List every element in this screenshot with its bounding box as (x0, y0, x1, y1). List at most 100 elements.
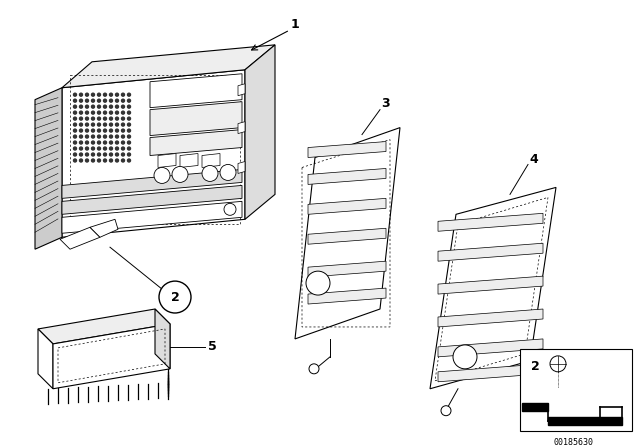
Circle shape (104, 153, 106, 156)
Circle shape (104, 117, 106, 120)
Circle shape (122, 123, 125, 126)
Circle shape (86, 123, 88, 126)
Circle shape (109, 99, 113, 102)
Text: 2: 2 (171, 291, 179, 304)
Circle shape (97, 123, 100, 126)
Circle shape (104, 129, 106, 132)
Circle shape (115, 135, 118, 138)
Polygon shape (35, 88, 62, 249)
Circle shape (74, 99, 77, 102)
Circle shape (115, 123, 118, 126)
Circle shape (122, 135, 125, 138)
Polygon shape (155, 309, 170, 369)
Polygon shape (202, 154, 220, 168)
Circle shape (92, 159, 95, 162)
Polygon shape (62, 70, 245, 237)
Circle shape (92, 141, 95, 144)
Polygon shape (180, 154, 198, 168)
Polygon shape (438, 339, 543, 357)
Circle shape (86, 117, 88, 120)
Circle shape (86, 141, 88, 144)
Circle shape (97, 159, 100, 162)
Circle shape (74, 159, 77, 162)
Circle shape (79, 99, 83, 102)
Circle shape (104, 99, 106, 102)
Circle shape (97, 129, 100, 132)
Circle shape (86, 93, 88, 96)
Text: 3: 3 (381, 97, 390, 110)
Circle shape (122, 129, 125, 132)
Circle shape (127, 111, 131, 114)
Circle shape (97, 153, 100, 156)
Circle shape (79, 147, 83, 150)
Circle shape (79, 159, 83, 162)
Text: 2: 2 (531, 360, 540, 373)
Circle shape (115, 153, 118, 156)
Text: 5: 5 (207, 340, 216, 353)
Circle shape (109, 93, 113, 96)
Polygon shape (38, 309, 170, 344)
Polygon shape (62, 45, 275, 88)
Polygon shape (308, 168, 386, 185)
Circle shape (92, 105, 95, 108)
Circle shape (309, 364, 319, 374)
Circle shape (79, 141, 83, 144)
Polygon shape (438, 364, 543, 382)
Circle shape (122, 99, 125, 102)
Circle shape (79, 117, 83, 120)
Circle shape (74, 117, 77, 120)
Polygon shape (438, 309, 543, 327)
Circle shape (202, 165, 218, 181)
Polygon shape (150, 129, 242, 155)
Circle shape (115, 117, 118, 120)
Circle shape (127, 129, 131, 132)
Circle shape (79, 93, 83, 96)
Circle shape (86, 105, 88, 108)
Circle shape (104, 141, 106, 144)
Circle shape (172, 167, 188, 182)
Circle shape (109, 147, 113, 150)
Circle shape (127, 159, 131, 162)
Polygon shape (308, 261, 386, 277)
Polygon shape (438, 276, 543, 294)
Circle shape (92, 111, 95, 114)
Circle shape (79, 111, 83, 114)
Circle shape (97, 141, 100, 144)
Circle shape (127, 141, 131, 144)
Circle shape (109, 105, 113, 108)
Text: 1: 1 (291, 18, 300, 31)
Circle shape (115, 159, 118, 162)
Circle shape (109, 123, 113, 126)
Circle shape (122, 147, 125, 150)
Circle shape (122, 159, 125, 162)
Polygon shape (548, 417, 622, 425)
Circle shape (97, 135, 100, 138)
Circle shape (550, 356, 566, 372)
Bar (520, 349, 632, 431)
Circle shape (127, 93, 131, 96)
Polygon shape (522, 403, 548, 411)
Circle shape (127, 117, 131, 120)
Circle shape (109, 153, 113, 156)
Circle shape (115, 105, 118, 108)
Circle shape (306, 271, 330, 295)
Circle shape (74, 129, 77, 132)
Polygon shape (90, 220, 118, 237)
Circle shape (86, 147, 88, 150)
Circle shape (109, 111, 113, 114)
Circle shape (86, 159, 88, 162)
Polygon shape (150, 102, 242, 136)
Circle shape (441, 406, 451, 416)
Circle shape (92, 153, 95, 156)
Circle shape (109, 135, 113, 138)
Circle shape (104, 159, 106, 162)
Circle shape (220, 164, 236, 181)
Polygon shape (308, 288, 386, 304)
Circle shape (115, 129, 118, 132)
Polygon shape (308, 142, 386, 158)
Circle shape (104, 123, 106, 126)
Circle shape (109, 141, 113, 144)
Circle shape (79, 123, 83, 126)
Polygon shape (238, 161, 245, 173)
Circle shape (104, 93, 106, 96)
